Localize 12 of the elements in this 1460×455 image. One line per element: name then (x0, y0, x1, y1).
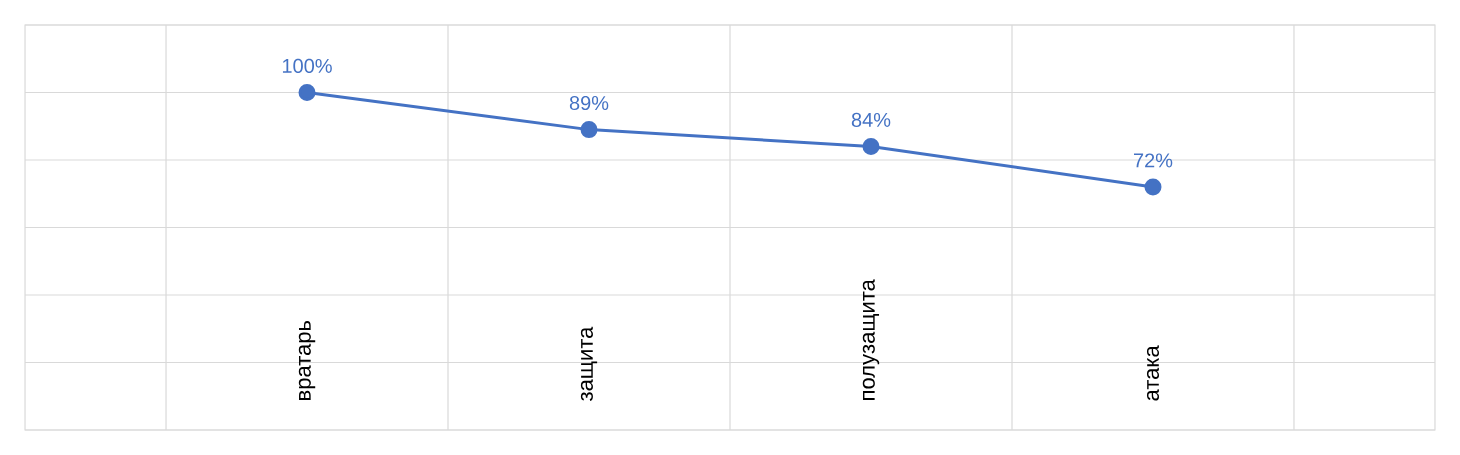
x-tick-label: вратарь (298, 320, 316, 400)
data-label: 72% (1133, 153, 1173, 168)
x-tick-label: полузащита (862, 279, 880, 400)
data-label: 84% (851, 112, 891, 127)
point (1144, 178, 1162, 196)
data-label: 89% (569, 95, 609, 111)
data-label: 100% (282, 58, 332, 73)
point (862, 138, 880, 155)
x-tick-label: защита (580, 326, 598, 401)
x-tick-label: атака (1146, 345, 1160, 401)
point (298, 84, 316, 101)
point (580, 121, 598, 139)
